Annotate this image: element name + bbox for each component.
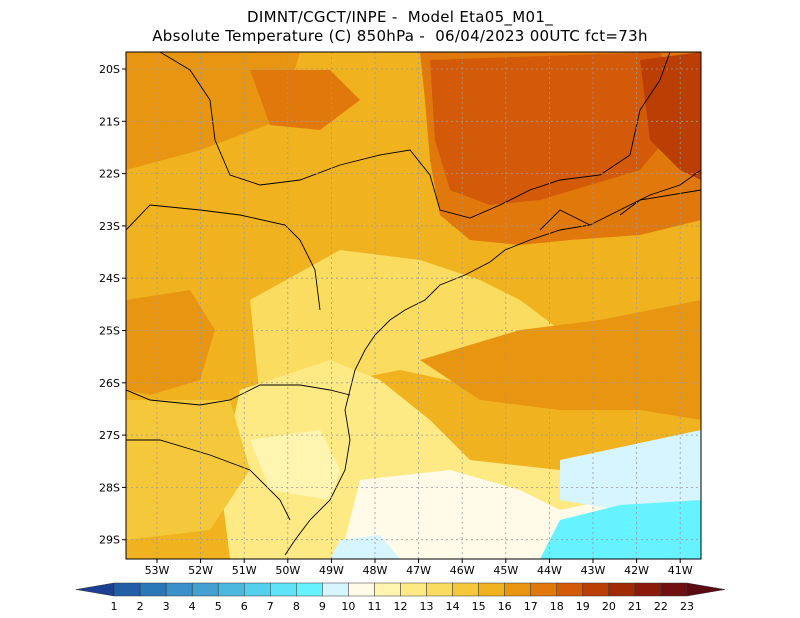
colorbar-label: 3 bbox=[163, 600, 170, 613]
lon-label: 42W bbox=[624, 564, 649, 577]
colorbar-swatch bbox=[530, 582, 557, 597]
colorbar-label: 15 bbox=[472, 600, 486, 613]
colorbar-swatch bbox=[348, 582, 375, 597]
colorbar-label: 10 bbox=[341, 600, 355, 613]
lat-label: 26S bbox=[99, 377, 120, 390]
colorbar-swatch bbox=[634, 582, 662, 597]
lat-label: 22S bbox=[99, 168, 120, 181]
lat-label: 27S bbox=[99, 429, 120, 442]
title-line-2: Absolute Temperature (C) 850hPa - 06/04/… bbox=[152, 27, 648, 45]
lon-label: 45W bbox=[493, 564, 518, 577]
colorbar-label: 11 bbox=[367, 600, 381, 613]
colorbar-label: 21 bbox=[628, 600, 642, 613]
lon-label: 47W bbox=[406, 564, 431, 577]
lat-label: 21S bbox=[99, 115, 120, 128]
colorbar-swatch bbox=[452, 582, 479, 597]
field-se-orange bbox=[420, 300, 701, 420]
lon-label: 51W bbox=[232, 564, 257, 577]
field-ne-hot bbox=[430, 52, 690, 205]
field-pale-1 bbox=[250, 430, 340, 500]
colorbar-label: 14 bbox=[446, 600, 460, 613]
lon-label: 48W bbox=[363, 564, 388, 577]
colorbar-label: 4 bbox=[189, 600, 196, 613]
coastline-and-borders bbox=[126, 52, 701, 556]
colorbar-swatch bbox=[322, 582, 349, 597]
colorbar-label: 7 bbox=[267, 600, 274, 613]
colorbar-swatch bbox=[217, 582, 245, 597]
colorbar-swatch bbox=[504, 582, 531, 597]
colorbar-label: 20 bbox=[602, 600, 616, 613]
colorbar-boxes bbox=[75, 582, 726, 597]
colorbar-swatch bbox=[165, 582, 193, 597]
colorbar-swatch bbox=[556, 582, 584, 597]
lat-label: 20S bbox=[99, 63, 120, 76]
border-rj bbox=[539, 209, 591, 231]
border-ms-sp-pr bbox=[126, 204, 321, 311]
title-line-1: DIMNT/CGCT/INPE - Model Eta05_M01_ bbox=[247, 8, 553, 26]
colorbar-labels: 1 2 3 4 5 6 7 8 9 10 11 12 13 14 15 16 17 18 19 20 21 22 23 bbox=[111, 600, 694, 613]
border-es bbox=[619, 189, 701, 216]
colorbar-label: 18 bbox=[550, 600, 564, 613]
colorbar-label: 16 bbox=[498, 600, 512, 613]
lon-label: 52W bbox=[188, 564, 213, 577]
field-ne-hottest bbox=[640, 52, 701, 180]
lon-label: 50W bbox=[275, 564, 300, 577]
lon-label: 46W bbox=[450, 564, 475, 577]
lon-label: 49W bbox=[319, 564, 344, 577]
field-cyan bbox=[540, 500, 701, 559]
lon-label: 44W bbox=[537, 564, 562, 577]
lat-label: 24S bbox=[99, 272, 120, 285]
field-pale-blue bbox=[560, 430, 701, 520]
temperature-field bbox=[126, 52, 701, 559]
grid-lines bbox=[126, 52, 701, 559]
colorbar-swatch bbox=[139, 582, 167, 597]
lon-label: 43W bbox=[581, 564, 606, 577]
colorbar-label: 8 bbox=[293, 600, 300, 613]
colorbar-label: 6 bbox=[241, 600, 248, 613]
colorbar-swatch bbox=[113, 582, 141, 597]
latitude-labels: 20S 21S 22S 23S 24S 25S 26S 27S 28S 29S bbox=[99, 63, 126, 547]
lat-label: 23S bbox=[99, 220, 120, 233]
border-pr-sc bbox=[126, 384, 351, 406]
colorbar-swatch bbox=[478, 582, 505, 597]
lon-label: 53W bbox=[145, 564, 170, 577]
colorbar-label: 9 bbox=[319, 600, 326, 613]
colorbar-swatch bbox=[426, 582, 453, 597]
border-mg bbox=[159, 52, 671, 219]
colorbar-swatch bbox=[608, 582, 636, 597]
border-sc-rs bbox=[126, 439, 291, 521]
colorbar-swatch bbox=[400, 582, 427, 597]
colorbar-label: 5 bbox=[215, 600, 222, 613]
lon-label: 41W bbox=[668, 564, 693, 577]
field-west-mid bbox=[126, 290, 215, 395]
colorbar-label: 19 bbox=[576, 600, 590, 613]
colorbar-label: 17 bbox=[524, 600, 538, 613]
colorbar-swatch bbox=[75, 582, 115, 597]
lat-label: 28S bbox=[99, 481, 120, 494]
field-north-blob bbox=[250, 70, 360, 130]
colorbar-swatch bbox=[686, 582, 726, 597]
field-pale-blue-2 bbox=[330, 535, 400, 559]
colorbar-label: 1 bbox=[111, 600, 118, 613]
colorbar-label: 2 bbox=[137, 600, 144, 613]
colorbar-swatch bbox=[374, 582, 401, 597]
colorbar-swatch bbox=[244, 582, 271, 597]
lat-label: 25S bbox=[99, 325, 120, 338]
lat-label: 29S bbox=[99, 534, 120, 547]
colorbar-swatch bbox=[296, 582, 323, 597]
colorbar-swatch bbox=[660, 582, 688, 597]
colorbar-label: 13 bbox=[420, 600, 434, 613]
colorbar-swatch bbox=[582, 582, 610, 597]
longitude-labels: 53W 52W 51W 50W 49W 48W 47W 46W 45W 44W 43W 42W 41W bbox=[145, 559, 693, 577]
colorbar-label: 12 bbox=[394, 600, 408, 613]
colorbar-swatch bbox=[270, 582, 297, 597]
colorbar-label: 23 bbox=[680, 600, 694, 613]
map-frame bbox=[125, 51, 702, 560]
colorbar-label: 22 bbox=[654, 600, 668, 613]
colorbar-swatch bbox=[191, 582, 219, 597]
